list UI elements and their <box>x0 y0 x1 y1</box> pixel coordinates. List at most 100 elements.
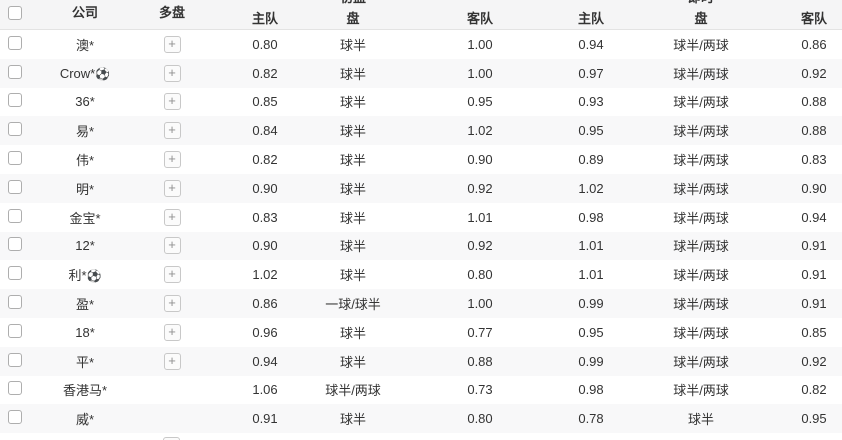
live-away-odds: 0.91 <box>801 238 827 254</box>
row-checkbox[interactable] <box>8 208 22 223</box>
select-all-checkbox[interactable] <box>8 6 22 20</box>
row-checkbox[interactable] <box>8 122 22 137</box>
expand-button[interactable]: + <box>163 437 180 440</box>
initial-home-odds: 0.91 <box>252 411 278 427</box>
row-checkbox[interactable] <box>8 266 22 281</box>
initial-away-odds: 0.92 <box>467 238 493 254</box>
row-select-cell <box>0 352 44 370</box>
multi-odds-cell <box>126 380 218 400</box>
initial-away-odds: 0.90 <box>467 152 493 168</box>
table-row: 利*⚽ + 1.02 球半 0.80 1.01 球半/两球 0.91 <box>0 260 842 290</box>
live-away-odds: 0.83 <box>801 152 827 168</box>
expand-button[interactable]: + <box>163 179 181 197</box>
row-select-cell <box>0 122 44 139</box>
company-name: 盈* <box>75 297 95 313</box>
multi-odds-cell: + <box>126 323 218 341</box>
multi-odds-cell: + <box>126 237 218 255</box>
row-select-cell <box>0 151 44 168</box>
expand-button[interactable]: + <box>163 208 181 226</box>
row-checkbox[interactable] <box>8 179 22 194</box>
expand-button[interactable]: + <box>163 295 181 313</box>
row-select-cell <box>0 237 44 254</box>
initial-home-odds: 0.90 <box>252 238 278 254</box>
live-home-odds: 0.97 <box>578 65 604 81</box>
multi-odds-cell: + <box>126 151 218 169</box>
initial-away-odds: 0.88 <box>467 353 493 369</box>
expand-button[interactable]: + <box>163 122 181 140</box>
table-row: 明* + 0.90 球半 0.92 1.02 球半/两球 0.90 <box>0 173 842 203</box>
initial-home-odds: 0.82 <box>252 65 278 81</box>
live-handicap: 球半/两球 <box>673 124 729 140</box>
company-name: 伟* <box>75 153 95 169</box>
initial-away-odds: 1.01 <box>467 209 493 225</box>
row-checkbox[interactable] <box>8 64 22 79</box>
table-row: 盈* + 0.86 一球/球半 1.00 0.99 球半/两球 0.91 <box>0 289 842 318</box>
initial-home-odds: 0.86 <box>252 296 278 312</box>
live-away-odds: 0.95 <box>801 411 827 427</box>
live-handicap: 球半/两球 <box>673 153 729 169</box>
row-checkbox[interactable] <box>8 151 22 166</box>
expand-button[interactable]: + <box>163 35 181 53</box>
initial-home-odds: 0.94 <box>252 353 278 369</box>
row-select-cell <box>0 323 44 341</box>
initial-handicap: 球半 <box>339 95 366 111</box>
expand-button[interactable]: + <box>163 237 181 255</box>
live-handicap: 球半/两球 <box>673 325 729 341</box>
soccer-ball-icon: ⚽ <box>95 66 111 81</box>
expand-button[interactable]: + <box>163 352 181 370</box>
company-name: 威* <box>75 412 95 428</box>
header-initial-home: 主队 <box>251 11 278 26</box>
company-name: 12* <box>75 238 95 254</box>
company-name: 明* <box>75 181 95 197</box>
row-checkbox[interactable] <box>8 237 22 252</box>
multi-odds-cell: + <box>126 122 218 140</box>
row-checkbox[interactable] <box>8 381 22 396</box>
table-row: 18* + 0.96 球半 0.77 0.95 球半/两球 0.85 <box>0 317 842 347</box>
initial-handicap: 球半 <box>339 412 366 428</box>
initial-handicap: 球半 <box>339 153 366 169</box>
expand-button[interactable]: + <box>163 323 181 341</box>
expand-button[interactable]: + <box>163 93 181 111</box>
live-home-odds: 1.02 <box>578 180 604 196</box>
multi-odds-cell <box>126 409 218 429</box>
live-handicap: 球半 <box>687 412 714 428</box>
table-row: 12* + 0.90 球半 0.92 1.01 球半/两球 0.91 <box>0 231 842 261</box>
initial-away-odds: 0.77 <box>467 324 493 340</box>
company-name: 易* <box>75 124 95 140</box>
table-row-partial: + <box>0 433 842 440</box>
multi-odds-cell: + <box>126 93 218 111</box>
multi-odds-cell: + <box>126 208 218 226</box>
row-checkbox[interactable] <box>8 295 22 310</box>
live-home-odds: 0.78 <box>578 411 604 427</box>
header-initial-away: 客队 <box>466 11 493 26</box>
live-handicap: 球半/两球 <box>673 354 729 370</box>
row-checkbox[interactable] <box>8 93 22 108</box>
live-away-odds: 0.90 <box>801 180 827 196</box>
initial-away-odds: 0.73 <box>467 382 493 398</box>
row-checkbox[interactable] <box>8 323 22 338</box>
row-checkbox[interactable] <box>8 410 22 425</box>
company-name: 平* <box>75 354 95 370</box>
table-row: 伟* + 0.82 球半 0.90 0.89 球半/两球 0.83 <box>0 145 842 174</box>
initial-handicap: 球半/两球 <box>325 383 381 399</box>
company-name: 36* <box>75 94 95 110</box>
expand-button[interactable]: + <box>163 64 181 82</box>
expand-button[interactable]: + <box>163 266 181 284</box>
company-name: Crow*⚽ <box>59 65 111 81</box>
live-handicap: 球半/两球 <box>673 37 729 53</box>
initial-home-odds: 0.96 <box>252 324 278 340</box>
live-away-odds: 0.85 <box>801 324 827 340</box>
initial-home-odds: 0.90 <box>252 180 278 196</box>
initial-home-odds: 0.82 <box>252 152 278 168</box>
header-live-home: 主队 <box>577 11 604 26</box>
row-checkbox[interactable] <box>8 35 22 50</box>
company-name: 金宝* <box>69 210 101 226</box>
table-row: 澳* + 0.80 球半 1.00 0.94 球半/两球 0.86 <box>0 30 842 59</box>
company-name: 香港马* <box>62 383 108 399</box>
row-select-cell <box>0 64 44 82</box>
table-body: 澳* + 0.80 球半 1.00 0.94 球半/两球 0.86 Crow*⚽… <box>0 30 842 434</box>
row-checkbox[interactable] <box>8 352 22 367</box>
initial-handicap: 球半 <box>339 124 366 140</box>
expand-button[interactable]: + <box>163 151 181 169</box>
